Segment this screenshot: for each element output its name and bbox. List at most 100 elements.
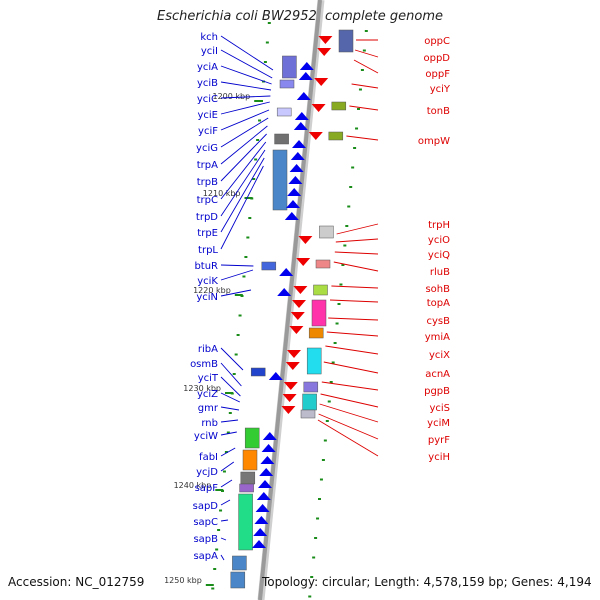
minor-tick xyxy=(222,470,226,473)
gene-arrow xyxy=(318,36,333,44)
minor-tick xyxy=(308,595,312,598)
gene-arrow xyxy=(298,236,313,244)
minor-tick xyxy=(310,576,314,578)
minor-tick xyxy=(232,373,236,375)
gene-label-left: trpD xyxy=(196,212,218,223)
minor-tick xyxy=(236,334,240,336)
label-leader xyxy=(220,109,270,131)
minor-tick xyxy=(215,548,219,551)
scale-label: 1230 kbp xyxy=(183,384,221,393)
minor-tick xyxy=(360,69,364,71)
minor-tick xyxy=(364,30,368,32)
minor-tick xyxy=(339,283,343,286)
gene-label-left: fabI xyxy=(199,452,218,463)
label-leader xyxy=(220,65,272,85)
label-leader xyxy=(333,261,379,272)
label-leader xyxy=(329,299,379,303)
minor-tick xyxy=(240,295,244,297)
minor-tick xyxy=(362,49,366,52)
gene-arrow xyxy=(282,394,297,402)
label-leader xyxy=(220,101,270,115)
map-title: Escherichia coli BW2952, complete genome xyxy=(157,9,443,24)
gene-arrow xyxy=(285,362,300,370)
minor-tick xyxy=(234,353,238,356)
minor-tick xyxy=(221,490,224,492)
scale-label: 1240 kbp xyxy=(174,481,212,490)
minor-tick xyxy=(327,400,331,403)
minor-tick xyxy=(263,61,267,63)
minor-tick xyxy=(345,225,349,227)
minor-tick xyxy=(211,587,215,590)
gene-block xyxy=(331,101,347,111)
gene-label-right: rluB xyxy=(430,267,450,278)
gene-block xyxy=(338,29,354,53)
gene-block xyxy=(272,149,288,211)
gene-label-right: yciM xyxy=(427,418,450,429)
gene-arrow xyxy=(260,456,275,464)
minor-tick xyxy=(331,361,335,364)
minor-tick xyxy=(329,381,333,383)
minor-tick xyxy=(323,439,327,442)
gene-block xyxy=(319,225,334,239)
gene-label-left: yciZ xyxy=(197,389,218,400)
minor-tick xyxy=(230,392,234,395)
gene-label-right: pgpB xyxy=(424,386,450,397)
minor-tick xyxy=(341,264,345,266)
gene-block xyxy=(240,471,256,485)
gene-label-right: oppC xyxy=(424,36,450,47)
minor-tick xyxy=(246,236,250,239)
minor-tick xyxy=(335,322,339,325)
label-leader xyxy=(220,461,235,472)
label-leader xyxy=(220,289,252,297)
gene-label-left: sapC xyxy=(193,517,218,528)
gene-label-left: yciW xyxy=(194,431,218,442)
label-leader xyxy=(220,49,273,79)
gene-arrow xyxy=(289,326,304,334)
gene-label-left: yciC xyxy=(197,94,218,105)
gene-arrow xyxy=(293,286,308,294)
minor-tick xyxy=(333,342,337,344)
label-leader xyxy=(325,345,379,355)
label-leader xyxy=(220,157,265,233)
label-leader xyxy=(220,165,264,250)
gene-arrow xyxy=(258,480,272,488)
label-leader xyxy=(353,59,379,74)
minor-tick xyxy=(224,451,228,453)
label-leader xyxy=(220,537,227,541)
label-leader xyxy=(346,135,379,141)
gene-arrow xyxy=(289,164,304,172)
label-leader xyxy=(220,376,241,397)
minor-tick xyxy=(248,217,252,219)
label-leader xyxy=(220,479,233,488)
gene-label-right: yciY xyxy=(430,84,451,95)
gene-arrow xyxy=(317,48,332,56)
minor-tick xyxy=(357,108,360,110)
gene-label-left: trpB xyxy=(197,177,218,188)
label-leader xyxy=(220,81,272,91)
minor-tick xyxy=(349,186,353,188)
gene-arrow xyxy=(296,258,311,266)
gene-label-left: trpL xyxy=(198,245,218,256)
minor-tick xyxy=(219,509,223,512)
gene-block xyxy=(302,393,317,411)
minor-tick xyxy=(260,100,263,102)
scale-label: 1220 kbp xyxy=(193,286,231,295)
label-leader xyxy=(220,347,244,371)
gene-label-left: osmB xyxy=(190,359,218,370)
minor-tick xyxy=(254,158,258,161)
minor-tick xyxy=(325,420,329,422)
gene-label-left: ribA xyxy=(198,344,218,355)
minor-tick xyxy=(226,431,230,434)
minor-tick xyxy=(217,529,221,531)
minor-tick xyxy=(252,178,256,180)
minor-tick xyxy=(355,127,359,130)
label-leader xyxy=(220,269,254,281)
gene-block xyxy=(315,259,331,269)
gene-arrow xyxy=(279,268,294,276)
gene-block xyxy=(232,555,247,571)
label-leader xyxy=(220,499,231,506)
label-leader xyxy=(220,264,254,267)
label-leader xyxy=(354,49,379,58)
gene-label-right: ymiA xyxy=(425,332,450,343)
